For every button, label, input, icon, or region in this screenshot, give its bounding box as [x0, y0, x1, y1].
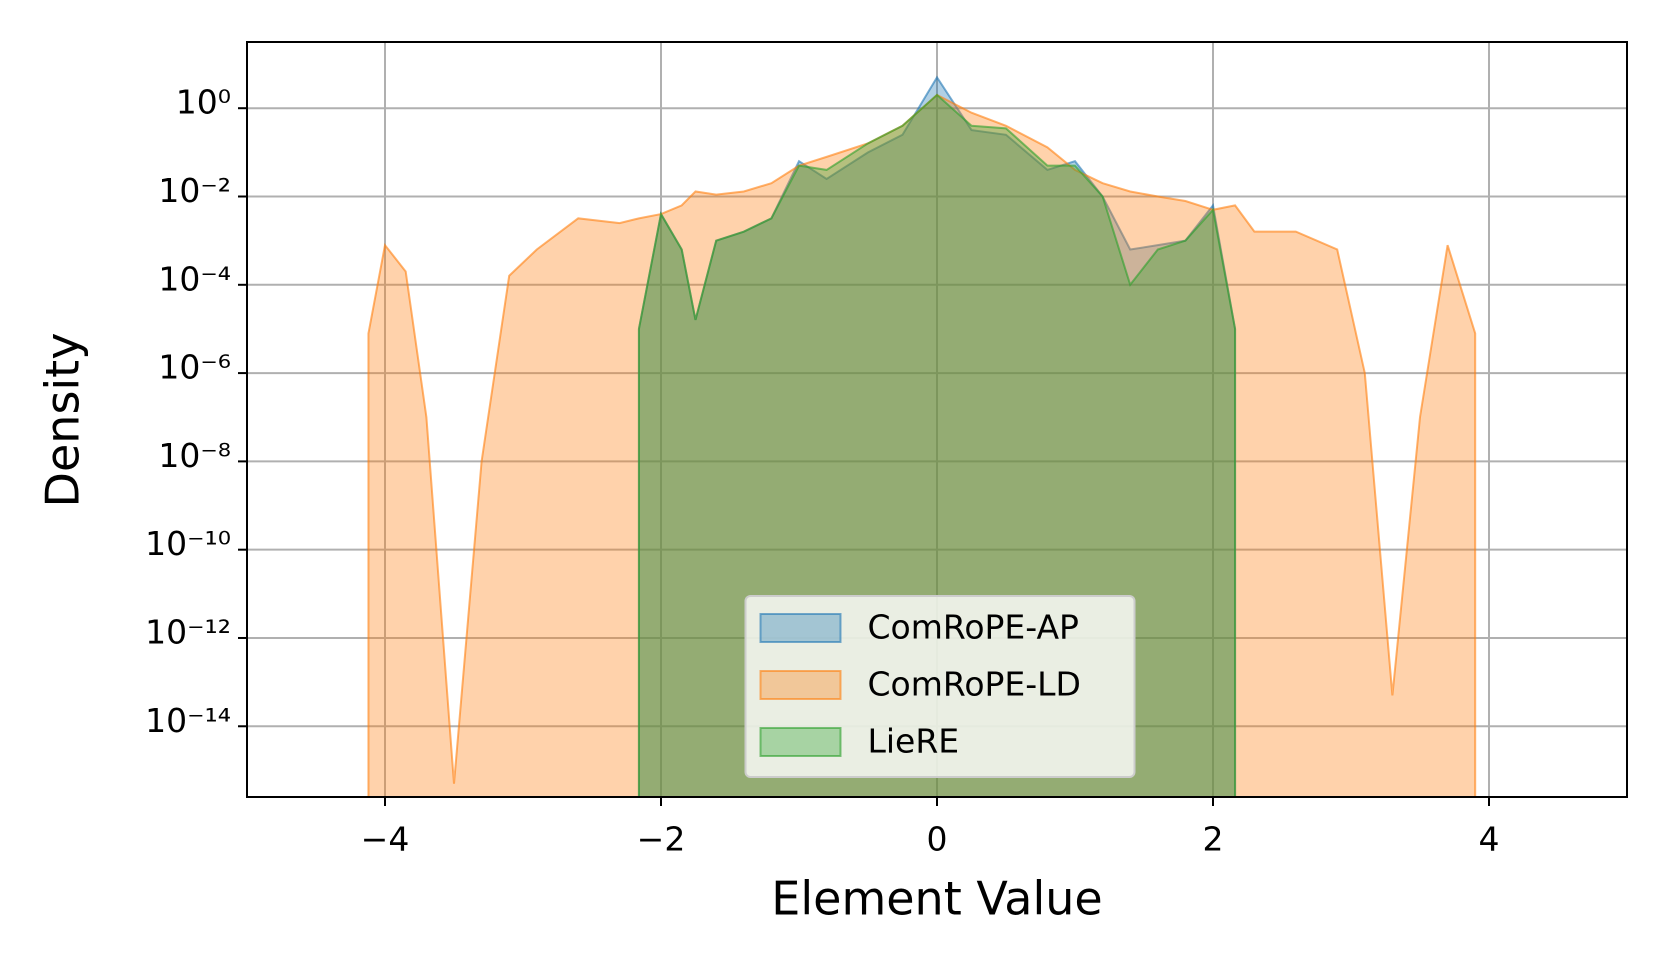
x-tick-label: 4: [1479, 820, 1500, 859]
y-axis-label: Density: [36, 333, 90, 508]
legend-label: ComRoPE-LD: [868, 665, 1081, 704]
legend-box: [744, 595, 1136, 778]
y-tick-label: 10⁻¹²: [145, 612, 231, 651]
legend-swatch: [759, 613, 842, 643]
legend-swatch: [759, 727, 842, 757]
y-tick-label: 10⁻¹⁴: [145, 701, 231, 740]
legend-label: LieRE: [868, 722, 960, 761]
x-tick-label: 0: [927, 820, 948, 859]
y-tick-label: 10⁰: [176, 83, 231, 122]
y-tick-label: 10⁻²: [158, 171, 231, 210]
legend-label: ComRoPE-AP: [868, 608, 1079, 647]
x-tick-label: −4: [361, 820, 410, 859]
y-tick-label: 10⁻⁴: [158, 259, 231, 298]
x-axis-label: Element Value: [771, 872, 1102, 926]
legend-swatch: [759, 670, 842, 700]
y-tick-label: 10⁻⁶: [158, 348, 231, 387]
x-tick-label: −2: [637, 820, 686, 859]
plot-frame: [246, 41, 1628, 798]
y-tick-label: 10⁻¹⁰: [145, 524, 231, 563]
x-tick-label: 2: [1203, 820, 1224, 859]
y-tick-label: 10⁻⁸: [158, 436, 231, 475]
